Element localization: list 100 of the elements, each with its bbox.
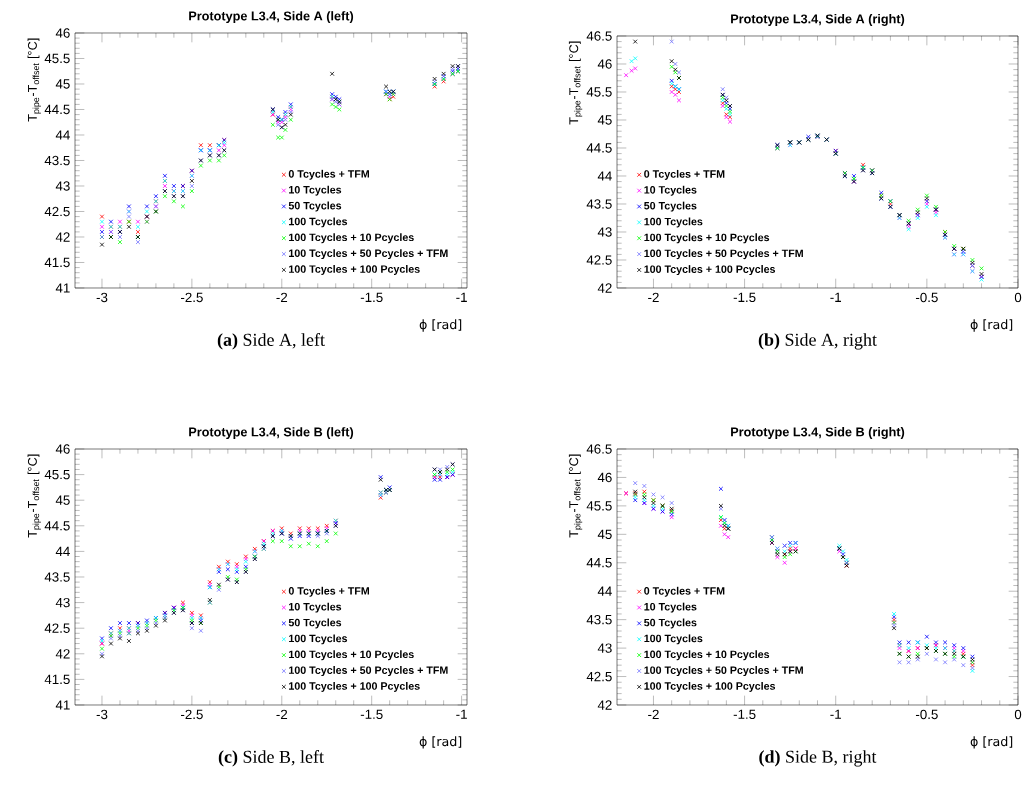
- point: [337, 107, 342, 112]
- y-tick-label: 46: [55, 444, 70, 454]
- point: [383, 84, 389, 89]
- point: [288, 117, 294, 122]
- point: [126, 214, 132, 219]
- point: [144, 204, 150, 209]
- x-tick-label: -1: [830, 292, 842, 302]
- y-tick-label: 42: [55, 232, 70, 242]
- point: [189, 625, 195, 631]
- point: [333, 531, 339, 536]
- legend-label: 100 Tcycles + 10 Pcycles: [644, 233, 770, 244]
- y-tick-label: 45.5: [586, 501, 612, 511]
- point: [275, 135, 281, 140]
- y-tick-label: 46.5: [586, 444, 612, 454]
- point: [725, 534, 731, 540]
- point: [942, 660, 948, 665]
- y-tick-label: 45.5: [586, 87, 612, 97]
- point: [126, 638, 132, 644]
- legend-label: 100 Tcycles + 100 Pcycles: [289, 265, 420, 275]
- legend-label: 50 Tcycles: [288, 618, 342, 629]
- point: [135, 239, 141, 245]
- x-axis-title: ϕ [rad]: [419, 319, 462, 332]
- point: [153, 193, 159, 199]
- point: [99, 214, 105, 219]
- point: [207, 158, 213, 163]
- x-tick-label: -1.5: [733, 292, 756, 302]
- legend-label: 100 Tcycles: [644, 634, 703, 645]
- point: [117, 620, 123, 626]
- point: [198, 142, 204, 148]
- legend-label: 0 Tcycles + TFM: [644, 169, 725, 180]
- legend-label: 10 Tcycles: [644, 602, 697, 613]
- y-axis-title: T$_{pipe}$-T$_{offset}$ [°C]: [568, 41, 583, 125]
- point: [961, 662, 966, 668]
- x-tick-label: -1.5: [733, 709, 756, 719]
- point: [117, 219, 123, 224]
- y-tick-label: 43: [55, 181, 70, 191]
- y-tick-label: 45.5: [44, 53, 70, 64]
- point: [198, 628, 204, 634]
- point: [906, 640, 911, 645]
- point: [279, 538, 285, 544]
- point: [324, 538, 330, 544]
- point: [99, 224, 105, 230]
- point: [162, 173, 168, 179]
- legend-label: 100 Tcycles: [289, 217, 348, 228]
- x-tick-label: -1.5: [360, 292, 383, 302]
- point: [126, 204, 132, 209]
- legend-label: 100 Tcycles: [289, 634, 348, 645]
- text: (c) Side B, left: [218, 750, 324, 767]
- y-tick-label: 45: [55, 495, 70, 505]
- point: [216, 158, 222, 163]
- point: [660, 495, 665, 500]
- legend-label: 100 Tcycles + 10 Pcycles: [644, 650, 770, 661]
- legend-label: 100 Tcycles + 100 Pcycles: [644, 681, 776, 692]
- point: [632, 480, 638, 486]
- y-tick-label: 44.5: [586, 558, 612, 568]
- legend-label: 0 Tcycles + TFM: [288, 169, 370, 180]
- point: [933, 657, 939, 662]
- x-tick-label: 0: [1014, 292, 1022, 303]
- text: (b) Side A, right: [758, 333, 877, 350]
- point: [727, 119, 733, 124]
- point: [782, 560, 787, 566]
- x-tick-label: -0.5: [915, 292, 938, 303]
- point: [144, 209, 150, 214]
- point: [642, 483, 647, 489]
- y-tick-label: 44: [55, 546, 70, 556]
- legend-label: 50 Tcycles: [644, 618, 697, 629]
- point: [979, 266, 984, 271]
- point: [198, 163, 204, 168]
- y-tick-label: 42: [597, 283, 612, 293]
- point: [669, 64, 674, 70]
- point: [135, 229, 141, 235]
- y-tick-label: 44.5: [44, 521, 70, 531]
- point: [623, 72, 629, 78]
- y-tick-label: 46: [55, 28, 70, 38]
- x-tick-label: -2: [648, 292, 659, 303]
- y-tick-label: 45: [597, 115, 612, 125]
- point: [632, 39, 638, 44]
- point: [108, 625, 114, 631]
- point: [720, 86, 726, 92]
- point: [673, 61, 678, 67]
- y-tick-label: 42.5: [44, 206, 70, 217]
- legend-label: 50 Tcycles: [288, 201, 342, 212]
- y-tick-label: 45: [55, 79, 70, 89]
- point: [632, 56, 638, 61]
- legend-label: 100 Tcycles: [644, 217, 703, 228]
- y-tick-label: 41.5: [44, 257, 70, 268]
- x-tick-label: -2: [276, 292, 288, 303]
- y-tick-label: 41.5: [44, 674, 70, 685]
- chart-title: Prototype L3.4, Side A (left): [189, 11, 354, 23]
- y-tick-label: 42.5: [586, 671, 612, 682]
- y-tick-label: 44: [597, 171, 612, 181]
- legend-label: 0 Tcycles + TFM: [644, 586, 725, 597]
- point: [897, 660, 902, 665]
- point: [99, 229, 105, 235]
- y-tick-label: 42: [55, 649, 70, 659]
- legend-label: 100 Tcycles + 50 Pcycles + TFM: [644, 249, 803, 260]
- y-tick-label: 43: [597, 227, 612, 237]
- y-tick-label: 43: [597, 643, 612, 653]
- point: [108, 641, 114, 646]
- point: [283, 127, 288, 133]
